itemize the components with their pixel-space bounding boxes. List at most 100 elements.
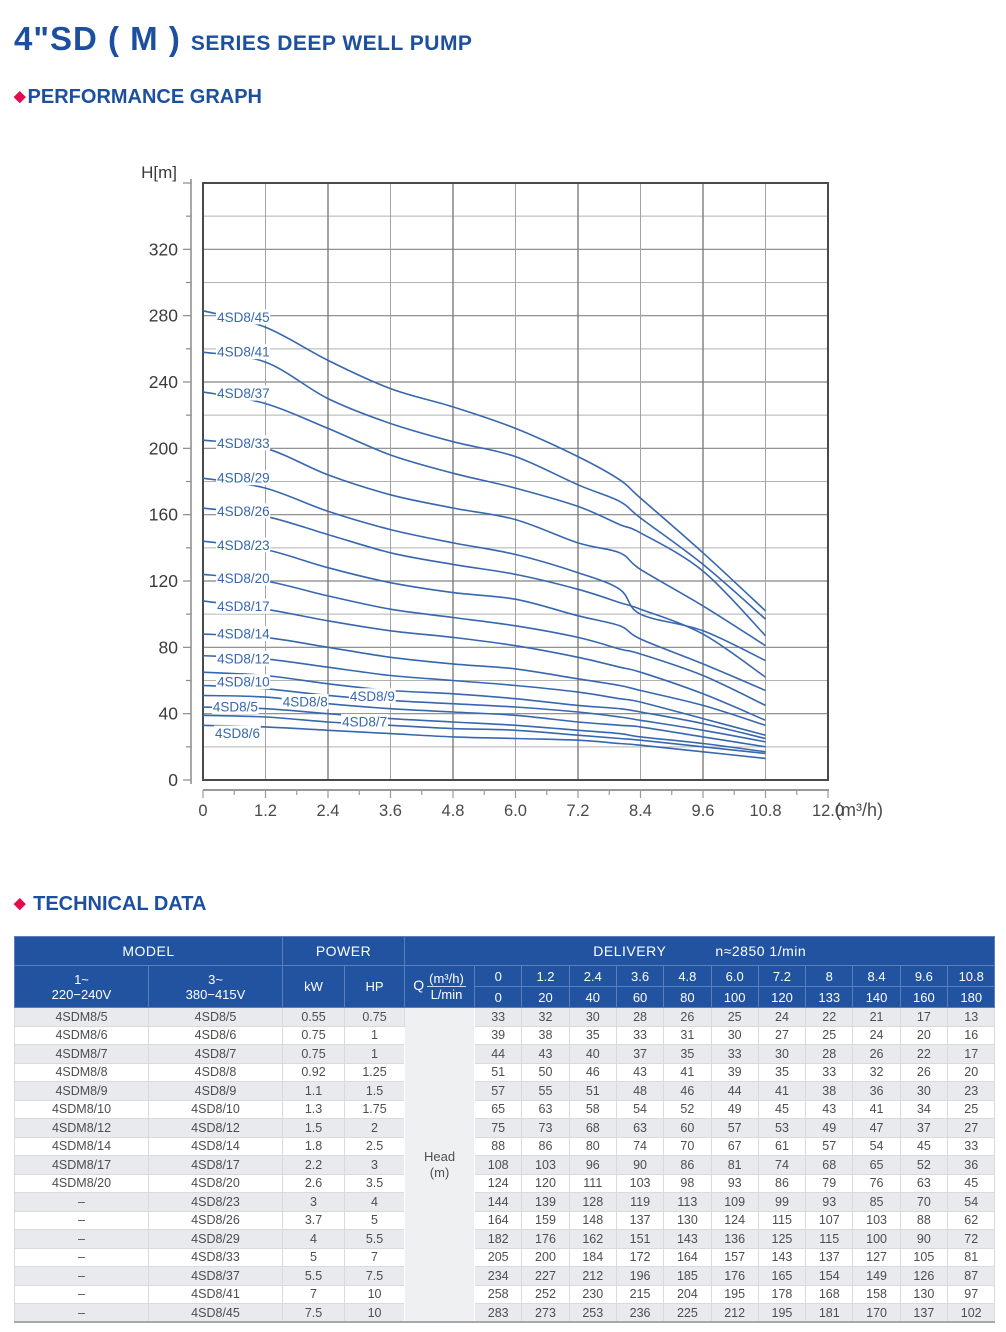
x-tick-label: 1.2 [254,802,277,820]
table-cell: 36 [852,1081,901,1101]
table-cell: 37 [899,1118,949,1138]
table-cell: 52 [899,1155,949,1175]
table-cell: 93 [805,1192,854,1212]
table-cell: 44 [474,1044,523,1064]
table-cell: 75 [474,1118,523,1138]
flow-lmin-header: 20 [521,986,570,1008]
table-cell: 60 [663,1118,712,1138]
table-cell: 33 [710,1044,759,1064]
curve-label-bg [216,674,271,690]
table-cell: 4SD8/26 [147,1210,284,1230]
table-cell: 120 [521,1173,570,1193]
curve-label-bg [348,688,396,704]
curve-label: 4SD8/26 [217,504,270,519]
table-cell: 227 [521,1266,570,1286]
table-cell: 57 [474,1081,523,1101]
table-cell: 0.92 [282,1062,346,1082]
flow-lmin-header: 0 [474,986,523,1008]
table-cell: 21 [852,1007,901,1027]
x-tick-label: 10.8 [749,802,781,820]
table-cell: 35 [663,1044,712,1064]
table-cell: 20 [946,1062,996,1082]
table-cell: 26 [663,1007,712,1027]
flow-m3h-header: 9.6 [899,965,949,987]
table-cell: 151 [615,1229,665,1249]
table-cell: 23 [946,1081,996,1101]
table-cell: 44 [710,1081,759,1101]
table-cell: 144 [474,1192,523,1212]
table-cell: 70 [899,1192,949,1212]
y-tick-label: 160 [149,505,178,525]
table-cell: 4SD8/23 [147,1192,284,1212]
curve-label-bg [216,537,271,553]
table-cell: 130 [663,1210,712,1230]
table-cell: 90 [899,1229,949,1249]
table-cell: 33 [615,1025,665,1045]
table-cell: 159 [521,1210,570,1230]
plot-border [202,182,829,781]
table-cell: 54 [852,1136,901,1156]
table-cell: 102 [946,1303,996,1323]
table-cell: 4SDM8/8 [14,1062,149,1082]
table-cell: 81 [946,1247,996,1267]
table-row: 4SDM8/8 4SD8/8 0.92 1.25 51 50 46 43 41 39 35 33 32 2… [14,1062,996,1082]
table-cell: 130 [899,1284,949,1304]
table-cell: 39 [474,1025,523,1045]
table-cell: 0.55 [282,1007,346,1027]
pump-curve-4SD8/33 [202,439,766,647]
table-cell: 88 [474,1136,523,1156]
table-cell: 4SDM8/10 [14,1099,149,1119]
table-cell: 103 [852,1210,901,1230]
table-cell: 5 [344,1210,406,1230]
table-cell: 46 [663,1081,712,1101]
pump-curve-4SD8/14 [202,633,766,727]
table-cell: – [14,1247,149,1267]
table-row: 4SDM8/6 4SD8/6 0.75 1 39 38 35 33 31 30 27 25 24 20 16 [14,1025,996,1045]
table-cell: 4SD8/9 [147,1081,284,1101]
table-cell: 230 [568,1284,617,1304]
table-cell: 10 [344,1284,406,1304]
table-cell: 68 [805,1155,854,1175]
technical-data-table: MODEL POWER DELIVERY n≈2850 1/min 1~ 220… [13,936,996,1323]
table-cell: 115 [805,1229,854,1249]
x-tick-label: 6.0 [504,802,527,820]
table-row: –4SD8/26 3.7 5 164 159 148 137 130 124 115 107 103 8… [14,1210,996,1230]
table-cell: 25 [946,1099,996,1119]
table-cell: 43 [805,1099,854,1119]
page-title-main: 4"SD ( M ) [14,20,181,57]
table-cell: 7.5 [344,1266,406,1286]
x-tick-label: 12.0 [812,802,844,820]
table-cell: 115 [757,1210,807,1230]
flow-m3h-header: 7.2 [757,965,807,987]
y-tick-label: 40 [159,704,179,724]
header-hp: HP [344,965,406,1008]
table-cell: 96 [568,1155,617,1175]
table-cell: 109 [710,1192,759,1212]
performance-chart-svg: 0 40 80 120 160 200 240 280 320 H[m] 4SD8/45 4SD8/4… [141,163,883,820]
table-cell: 65 [852,1155,901,1175]
table-cell: 17 [899,1007,949,1027]
table-cell: 184 [568,1247,617,1267]
curve-label-bg [216,385,271,401]
table-cell: 20 [899,1025,949,1045]
table-cell: 86 [663,1155,712,1175]
table-cell: 4 [344,1192,406,1212]
table-cell: 43 [521,1044,570,1064]
pump-curve-4SD8/17 [202,600,766,722]
table-cell: 1.8 [282,1136,346,1156]
table-cell: 2.6 [282,1173,346,1193]
flow-lmin-header: 180 [946,986,996,1008]
table-cell: 10 [344,1303,406,1323]
table-cell: 34 [899,1099,949,1119]
table-cell: 25 [710,1007,759,1027]
y-tick-label: 280 [149,306,178,326]
table-cell: 200 [521,1247,570,1267]
header-model: MODEL [13,936,284,966]
table-cell: 236 [615,1303,665,1323]
table-cell: 215 [615,1284,665,1304]
table-cell: 13 [946,1007,996,1027]
table-row: 4SDM8/5 4SD8/5 0.55 0.75 Head (m) 33 32 30 28 26 2… [14,1007,996,1323]
table-cell: 113 [663,1192,712,1212]
table-cell: 73 [521,1118,570,1138]
header-flow-q: Q (m³/h) L/min [404,965,476,1008]
